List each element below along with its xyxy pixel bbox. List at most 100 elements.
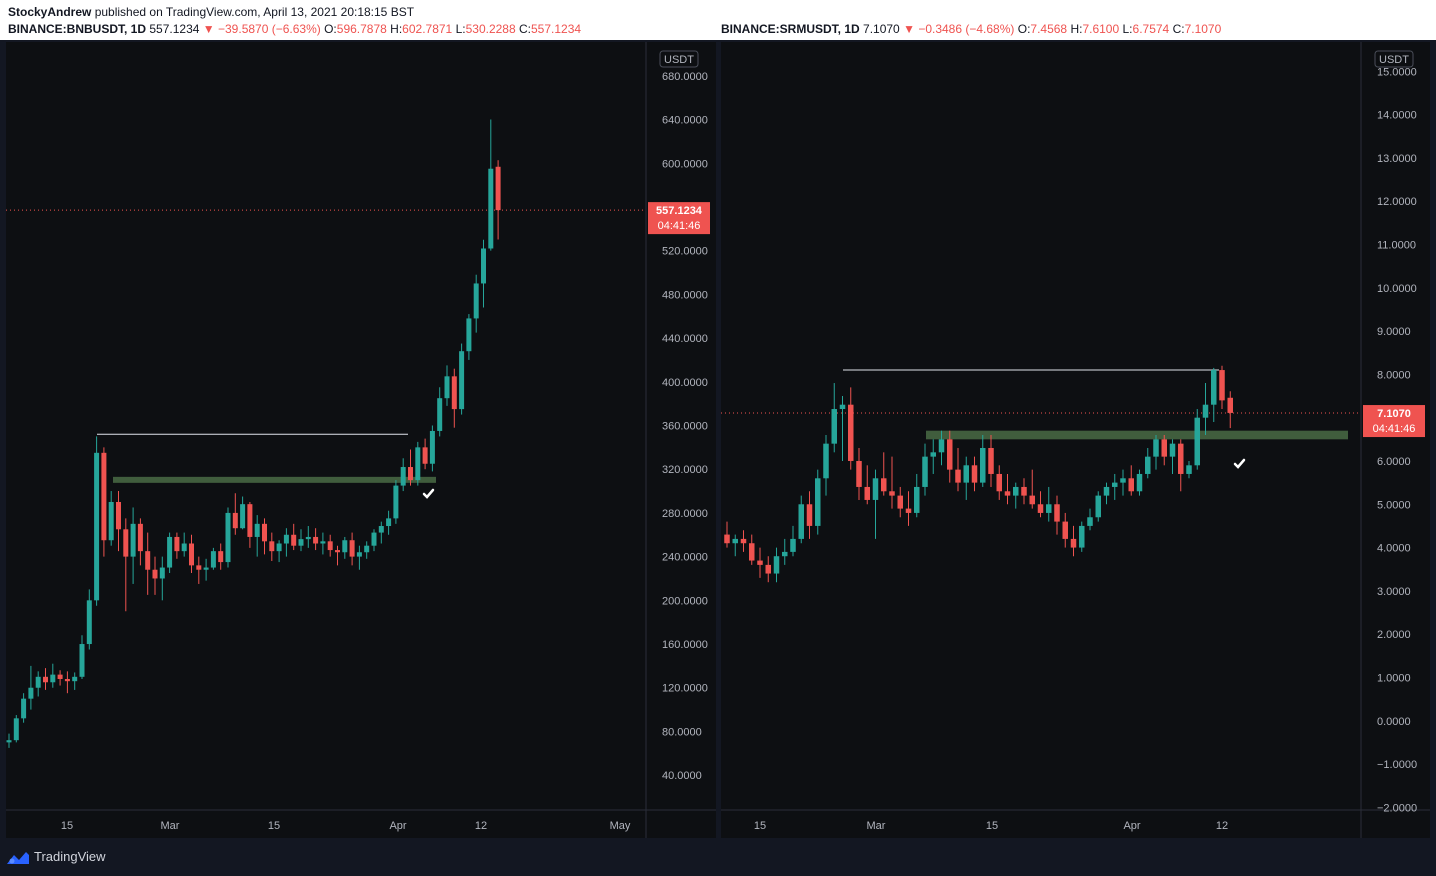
candle[interactable] <box>897 486 904 518</box>
candle[interactable] <box>481 239 486 308</box>
candle[interactable] <box>108 491 114 546</box>
candle[interactable] <box>473 274 479 333</box>
candle[interactable] <box>823 435 829 496</box>
left-currency-box[interactable] <box>659 50 699 68</box>
candle[interactable] <box>881 452 887 496</box>
candle[interactable] <box>298 529 304 552</box>
candle[interactable] <box>276 540 282 563</box>
candle[interactable] <box>28 665 34 710</box>
candle[interactable] <box>101 447 107 557</box>
candle[interactable] <box>386 510 392 535</box>
candle[interactable] <box>196 556 202 584</box>
candle[interactable] <box>422 438 428 470</box>
candle[interactable] <box>174 532 180 559</box>
candle[interactable] <box>765 556 772 583</box>
candle[interactable] <box>466 314 472 360</box>
candle[interactable] <box>1103 482 1110 505</box>
candle[interactable] <box>159 556 165 601</box>
candle[interactable] <box>988 435 994 487</box>
candle[interactable] <box>922 443 928 496</box>
candle[interactable] <box>21 693 27 723</box>
candle[interactable] <box>806 491 813 539</box>
right-candlestick-chart[interactable]: 15.0000 14.0000 13.0000 12.0000 11.0000 10.00… <box>721 42 1430 838</box>
candle[interactable] <box>1136 469 1143 496</box>
candle[interactable] <box>137 518 143 566</box>
candle[interactable] <box>1037 491 1044 518</box>
candle[interactable] <box>262 518 267 555</box>
candle[interactable] <box>130 507 136 584</box>
candle[interactable] <box>947 430 953 483</box>
candle[interactable] <box>914 473 920 518</box>
candle[interactable] <box>291 523 297 551</box>
author-name[interactable]: StockyAndrew <box>8 5 92 19</box>
candle[interactable] <box>1029 469 1036 509</box>
candle[interactable] <box>232 493 238 535</box>
candle[interactable] <box>815 469 821 535</box>
candle[interactable] <box>57 670 63 686</box>
right-time-axis[interactable]: 15 Mar 15 Apr 12 <box>754 820 1228 832</box>
left-price-axis[interactable]: 680.0000640.0000600.0000560.0000520.0000… <box>662 71 708 782</box>
candle[interactable] <box>1153 435 1159 470</box>
candle[interactable] <box>451 368 457 428</box>
candle[interactable] <box>225 507 231 568</box>
candle[interactable] <box>123 518 129 612</box>
candle[interactable] <box>1227 391 1234 429</box>
right-plot-area[interactable] <box>721 365 1361 583</box>
candle[interactable] <box>116 491 121 552</box>
right-chart-panel[interactable]: 15.0000 14.0000 13.0000 12.0000 11.0000 10.00… <box>721 42 1430 838</box>
candle[interactable] <box>1186 460 1192 479</box>
candle[interactable] <box>831 383 838 453</box>
candle[interactable] <box>864 465 871 505</box>
candle[interactable] <box>444 365 450 406</box>
candle[interactable] <box>905 491 912 526</box>
candle[interactable] <box>167 532 173 574</box>
candle[interactable] <box>1062 512 1069 548</box>
candle[interactable] <box>872 469 879 539</box>
left-time-axis[interactable]: 15 Mar 15 Apr 12 May <box>61 820 631 832</box>
candle[interactable] <box>971 456 978 492</box>
candle[interactable] <box>145 532 151 595</box>
candle[interactable] <box>247 501 253 548</box>
candle[interactable] <box>429 425 435 472</box>
candle[interactable] <box>848 387 854 470</box>
candle[interactable] <box>980 435 986 487</box>
tradingview-brand[interactable]: TradingView <box>34 849 106 864</box>
candle[interactable] <box>35 671 41 697</box>
candle[interactable] <box>1219 365 1225 410</box>
left-chart-panel[interactable]: 680.0000640.0000600.0000560.0000520.0000… <box>6 42 716 838</box>
candle[interactable] <box>79 635 85 679</box>
candle[interactable] <box>1194 409 1201 470</box>
candle[interactable] <box>1095 491 1102 522</box>
candle[interactable] <box>364 541 370 559</box>
tradingview-logo-icon[interactable] <box>6 850 30 866</box>
candle[interactable] <box>1120 469 1126 496</box>
candle[interactable] <box>782 538 788 565</box>
candle[interactable] <box>218 543 224 570</box>
candle[interactable] <box>724 521 730 548</box>
candle[interactable] <box>1202 383 1209 435</box>
support-zone[interactable] <box>113 476 436 483</box>
candle[interactable] <box>1211 367 1217 423</box>
candle[interactable] <box>94 436 100 606</box>
candle[interactable] <box>342 536 348 559</box>
candle[interactable] <box>408 449 413 486</box>
candle[interactable] <box>320 532 326 555</box>
candle[interactable] <box>732 534 739 557</box>
candle[interactable] <box>1021 478 1027 505</box>
candle[interactable] <box>371 529 377 552</box>
candle[interactable] <box>1054 495 1060 535</box>
candle[interactable] <box>773 547 780 583</box>
candle[interactable] <box>938 430 945 466</box>
candle[interactable] <box>437 387 443 437</box>
candle[interactable] <box>415 441 421 486</box>
candle[interactable] <box>327 534 333 557</box>
left-symbol[interactable]: BINANCE:BNBUSDT, 1D <box>8 22 147 36</box>
candle[interactable] <box>1087 508 1093 531</box>
candle[interactable] <box>393 480 399 524</box>
candle[interactable] <box>459 343 465 415</box>
candle[interactable] <box>856 447 862 500</box>
candle[interactable] <box>240 496 246 530</box>
candle[interactable] <box>313 528 319 551</box>
candle[interactable] <box>335 545 340 566</box>
candle[interactable] <box>189 534 194 574</box>
